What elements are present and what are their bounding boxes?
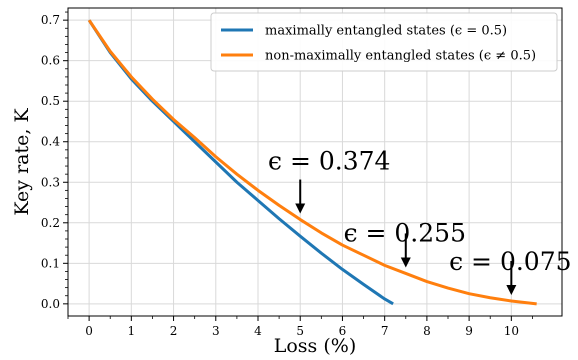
x-tick-label: 6 [339,324,347,338]
annotation-label: ϵ = 0.255 [344,218,466,247]
plot-frame [67,7,563,317]
x-tick-label: 9 [465,324,473,338]
x-tick-label: 2 [170,324,178,338]
y-tick-label: 0.7 [41,13,60,27]
y-tick-label: 0.1 [41,256,60,270]
annotation-arrowhead [506,285,517,296]
x-tick-label: 4 [254,324,262,338]
series-lines [87,19,537,306]
series-line-2 [87,19,537,306]
legend: maximally entangled states (ϵ = 0.5) non-… [210,12,558,72]
annotation-label: ϵ = 0.374 [268,147,390,176]
x-tick-label: 1 [128,324,136,338]
y-tick-label: 0.5 [41,94,60,108]
x-tick-label: 10 [504,324,519,338]
x-axis-label: Loss (%) [274,335,356,357]
y-tick-label: 0.2 [41,216,60,230]
y-tick-label: 0.6 [41,54,60,68]
legend-label: maximally entangled states (ϵ = 0.5) [265,24,507,39]
y-tick-label: 0.3 [41,175,60,189]
y-tick-label: 0.4 [41,135,60,149]
annotation-arrowhead [400,257,411,268]
x-tick-label: 8 [423,324,431,338]
y-tick-label: 0.0 [41,297,60,311]
legend-label: non-maximally entangled states (ϵ ≠ 0.5) [265,49,536,64]
legend-box [210,12,558,72]
x-tick-label: 7 [381,324,389,338]
x-tick-label: 3 [212,324,220,338]
y-axis-label: Key rate, K [11,108,33,216]
annotation-label: ϵ = 0.075 [449,247,571,276]
x-tick-label: 5 [296,324,304,338]
x-tick-label: 0 [85,324,93,338]
axis-ticks: 0 1 2 3 4 5 6 7 8 9 10 0.0 0.1 0.2 0.3 0.4 0.5 0.6 0.7 [41,11,533,338]
annotation-arrowhead [295,203,306,214]
